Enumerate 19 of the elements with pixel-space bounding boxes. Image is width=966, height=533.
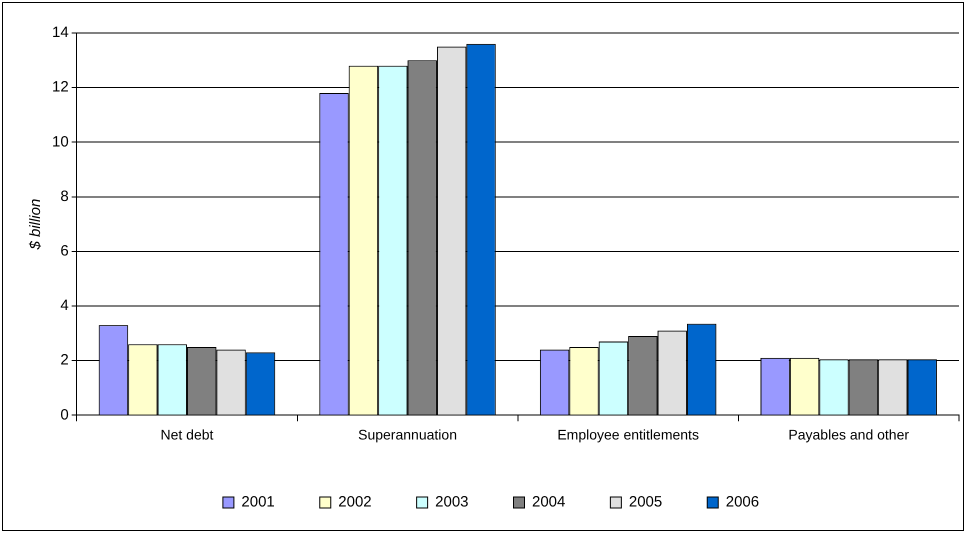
x-tick-label: Payables and other [788,426,910,442]
y-tick-label: 0 [60,406,69,424]
legend-label: 2006 [726,494,760,511]
y-tick-label: 6 [60,242,69,260]
legend-label: 2004 [532,494,566,511]
legend-label: 2003 [435,494,469,511]
y-tick-label: 10 [52,133,69,150]
x-tick-label: Superannuation [358,426,457,442]
y-axis-title: $ billion [27,198,44,251]
y-tick-label: 4 [60,297,69,314]
x-tick-label: Net debt [160,426,214,442]
legend-label: 2002 [338,494,372,511]
y-tick-label: 8 [60,188,69,205]
x-tick-label: Employee entitlements [557,426,699,442]
y-tick-label: 2 [60,352,69,369]
legend-label: 2001 [241,494,275,511]
y-tick-label: 14 [52,24,69,42]
legend-label: 2005 [628,494,662,511]
y-tick-label: 12 [52,78,69,96]
